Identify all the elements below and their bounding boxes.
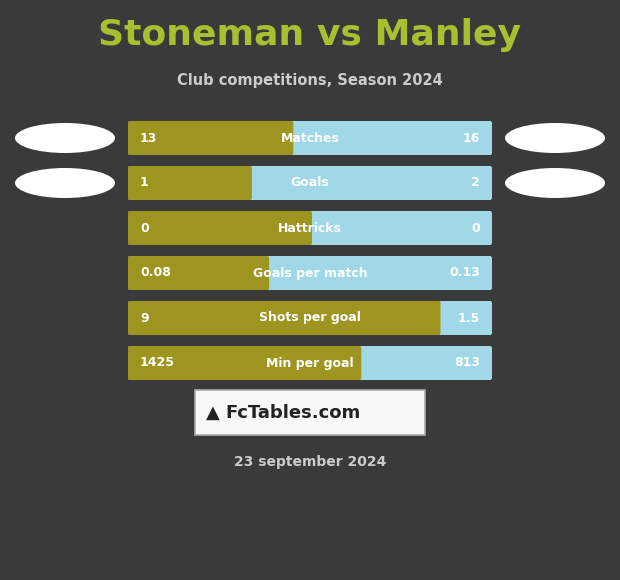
Text: 0: 0 (140, 222, 149, 234)
Text: 1425: 1425 (140, 357, 175, 369)
Text: 0: 0 (471, 222, 480, 234)
Text: FcTables.com: FcTables.com (225, 404, 360, 422)
FancyBboxPatch shape (128, 256, 269, 290)
Text: 0.08: 0.08 (140, 266, 171, 280)
Text: Stoneman vs Manley: Stoneman vs Manley (99, 18, 521, 52)
FancyBboxPatch shape (128, 301, 441, 335)
Ellipse shape (15, 168, 115, 198)
FancyBboxPatch shape (128, 346, 361, 380)
FancyBboxPatch shape (128, 121, 293, 155)
Text: Matches: Matches (281, 132, 339, 144)
Text: Goals per match: Goals per match (253, 266, 367, 280)
FancyBboxPatch shape (128, 301, 492, 335)
Ellipse shape (505, 123, 605, 153)
Text: 1.5: 1.5 (458, 311, 480, 324)
FancyBboxPatch shape (128, 121, 492, 155)
FancyBboxPatch shape (128, 256, 492, 290)
Ellipse shape (15, 123, 115, 153)
Text: 23 september 2024: 23 september 2024 (234, 455, 386, 469)
FancyBboxPatch shape (128, 211, 492, 245)
Text: Hattricks: Hattricks (278, 222, 342, 234)
Text: 13: 13 (140, 132, 157, 144)
Text: 813: 813 (454, 357, 480, 369)
FancyBboxPatch shape (128, 211, 312, 245)
FancyBboxPatch shape (128, 166, 252, 200)
Text: 0.13: 0.13 (449, 266, 480, 280)
FancyBboxPatch shape (128, 166, 492, 200)
Text: 2: 2 (471, 176, 480, 190)
Text: Shots per goal: Shots per goal (259, 311, 361, 324)
Text: Club competitions, Season 2024: Club competitions, Season 2024 (177, 72, 443, 88)
Text: 16: 16 (463, 132, 480, 144)
Text: ▲: ▲ (206, 404, 220, 422)
Text: Goals: Goals (291, 176, 329, 190)
Ellipse shape (505, 168, 605, 198)
Text: 9: 9 (140, 311, 149, 324)
FancyBboxPatch shape (128, 346, 492, 380)
Text: 1: 1 (140, 176, 149, 190)
Text: Min per goal: Min per goal (266, 357, 354, 369)
FancyBboxPatch shape (195, 390, 425, 435)
